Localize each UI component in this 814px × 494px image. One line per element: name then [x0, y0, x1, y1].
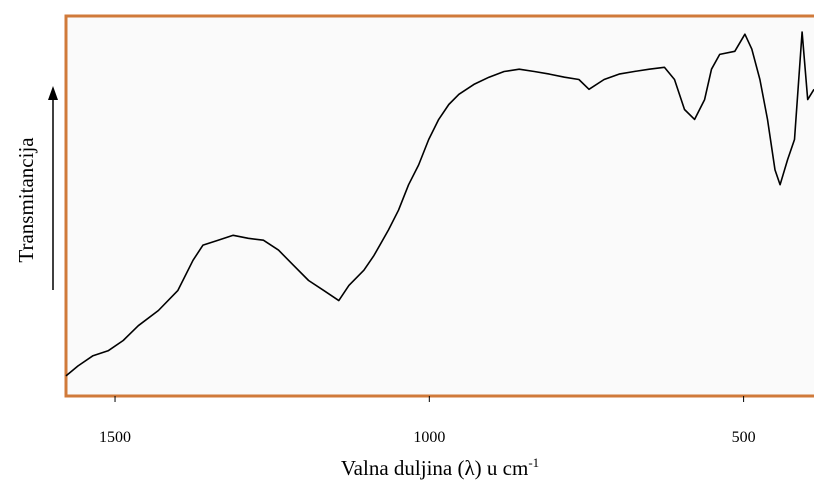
x-tick-label: 1500	[99, 429, 131, 446]
y-arrow-head	[48, 86, 58, 100]
spectrum-line	[65, 31, 814, 377]
x-axis-label-main: Valna duljina (λ) u cm	[341, 456, 528, 480]
x-axis-label: Valna duljina (λ) u cm-1	[341, 455, 539, 480]
x-tick-label: 500	[732, 429, 756, 446]
x-axis-label-sup: -1	[528, 455, 539, 470]
x-tick-label: 1000	[413, 429, 445, 446]
y-axis-label: Transmitancija	[14, 137, 38, 263]
plot-frame	[64, 14, 814, 398]
